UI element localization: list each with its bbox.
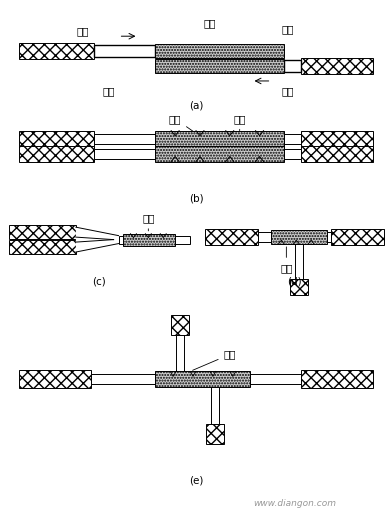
Text: 套管: 套管	[142, 213, 154, 231]
Bar	[284, 134, 301, 143]
Bar	[94, 136, 301, 141]
Bar	[155, 44, 284, 58]
Bar	[19, 131, 94, 147]
Text: 套管: 套管	[280, 247, 292, 273]
Text: 压坑: 压坑	[169, 114, 193, 131]
Bar	[91, 375, 155, 384]
Bar	[258, 234, 331, 240]
Bar	[327, 232, 331, 242]
Bar	[155, 371, 250, 387]
Text: 套管: 套管	[192, 350, 236, 370]
Bar	[9, 225, 76, 239]
Text: 套管: 套管	[204, 18, 216, 28]
Text: 穿出: 穿出	[281, 24, 294, 34]
Bar	[9, 240, 76, 254]
Bar	[301, 131, 373, 147]
Text: 插入: 插入	[281, 86, 294, 96]
Bar	[176, 335, 184, 375]
Bar	[205, 229, 258, 245]
Bar	[94, 45, 155, 57]
Bar	[272, 230, 327, 244]
Bar	[171, 315, 189, 335]
Bar	[258, 232, 272, 242]
Bar	[94, 149, 155, 159]
Bar	[155, 63, 301, 69]
Bar	[94, 48, 284, 54]
Bar	[91, 377, 301, 382]
Text: www.diangon.com: www.diangon.com	[253, 499, 336, 508]
Text: 插入: 插入	[76, 26, 89, 36]
Bar	[206, 424, 224, 444]
Bar	[301, 146, 373, 162]
Bar	[331, 229, 384, 245]
Bar	[155, 59, 284, 73]
Bar	[19, 146, 94, 162]
Bar	[301, 370, 373, 388]
Bar	[94, 134, 155, 143]
Text: (d): (d)	[287, 277, 301, 287]
Bar	[155, 131, 284, 147]
Bar	[155, 146, 284, 162]
Bar	[295, 244, 303, 279]
Bar	[94, 151, 301, 156]
Text: (a): (a)	[189, 101, 203, 111]
Text: (b): (b)	[189, 193, 203, 204]
Bar	[250, 375, 301, 384]
Bar	[19, 43, 94, 59]
Bar	[284, 149, 301, 159]
Bar	[290, 279, 308, 295]
Text: (c): (c)	[92, 277, 105, 287]
Bar	[211, 384, 219, 424]
Text: 套管: 套管	[234, 114, 246, 131]
Text: (e): (e)	[189, 476, 203, 486]
Bar	[284, 60, 301, 72]
Bar	[301, 58, 373, 74]
Polygon shape	[76, 227, 118, 252]
Bar	[118, 236, 190, 243]
Bar	[123, 234, 175, 246]
Bar	[19, 370, 91, 388]
Text: 穿出: 穿出	[102, 86, 115, 96]
